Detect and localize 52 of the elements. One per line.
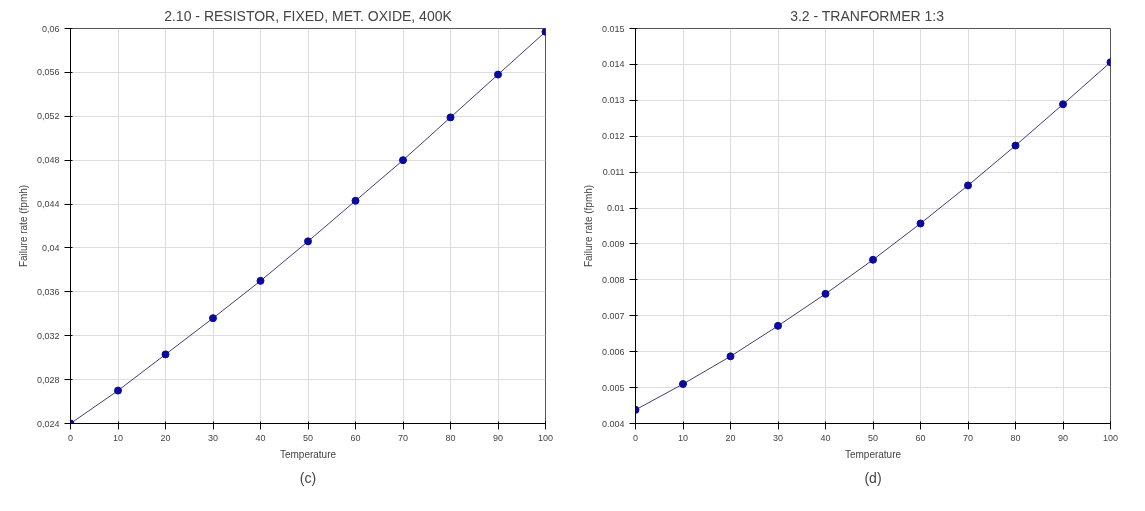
y-tick-label: 0,028: [36, 374, 60, 385]
y-tick-label: 0,06: [41, 23, 60, 34]
x-tick-label: 60: [915, 432, 926, 443]
chart-title: 2.10 - RESISTOR, FIXED, MET. OXIDE, 400K: [164, 7, 453, 24]
y-tick-label: 0,024: [36, 418, 60, 429]
y-tick-label: 0,052: [36, 111, 60, 122]
y-tick-label: 0.009: [601, 238, 625, 249]
x-tick-label: 90: [492, 432, 504, 443]
y-tick-label: 0,044: [36, 199, 60, 210]
x-tick-label: 90: [1057, 432, 1069, 443]
text: (d): [864, 469, 882, 486]
y-tick-label: 0.008: [601, 274, 625, 285]
x-tick-label: 40: [820, 432, 831, 443]
y-tick-label: 0.013: [601, 95, 625, 106]
y-axis-title: Failure rate (fpmh): [582, 184, 594, 268]
y-tick-label: 0,04: [41, 242, 60, 253]
x-tick-label: 0: [633, 432, 639, 443]
x-tick-label: 20: [725, 432, 736, 443]
y-tick-label: 0.004: [601, 418, 625, 429]
y-tick-label: 0,032: [36, 330, 60, 341]
y-tick-label: 0.005: [601, 382, 625, 393]
x-tick-label: 70: [962, 432, 974, 443]
y-tick-label: 0.015: [601, 23, 625, 34]
x-axis-title: Temperature: [844, 448, 902, 460]
chart-title: 3.2 - TRANFORMER 1:3: [790, 7, 945, 24]
y-axis-title: Failure rate (fpmh): [17, 184, 29, 268]
x-tick-label: 100: [1102, 432, 1119, 443]
x-tick-label: 20: [160, 432, 171, 443]
x-tick-label: 30: [207, 432, 219, 443]
y-tick-label: 0.006: [601, 346, 625, 357]
y-tick-label: 0.012: [601, 131, 625, 142]
x-tick-label: 60: [350, 432, 361, 443]
x-tick-label: 80: [445, 432, 456, 443]
x-tick-label: 0: [68, 432, 74, 443]
x-tick-label: 10: [112, 432, 124, 443]
y-tick-label: 0.011: [602, 167, 625, 178]
y-tick-label: 0,048: [36, 155, 60, 166]
x-tick-label: 30: [772, 432, 784, 443]
text: (c): [299, 469, 317, 486]
x-tick-label: 70: [397, 432, 409, 443]
y-tick-label: 0,036: [36, 286, 60, 297]
y-tick-label: 0.01: [606, 203, 625, 214]
y-tick-label: 0.007: [601, 310, 625, 321]
y-tick-label: 0,056: [36, 67, 60, 78]
x-tick-label: 40: [255, 432, 266, 443]
x-tick-label: 80: [1010, 432, 1021, 443]
x-tick-label: 100: [537, 432, 554, 443]
x-axis-title: Temperature: [279, 448, 337, 460]
y-tick-label: 0.014: [601, 59, 625, 70]
x-tick-label: 10: [677, 432, 689, 443]
x-tick-label: 50: [302, 432, 314, 443]
x-tick-label: 50: [867, 432, 879, 443]
